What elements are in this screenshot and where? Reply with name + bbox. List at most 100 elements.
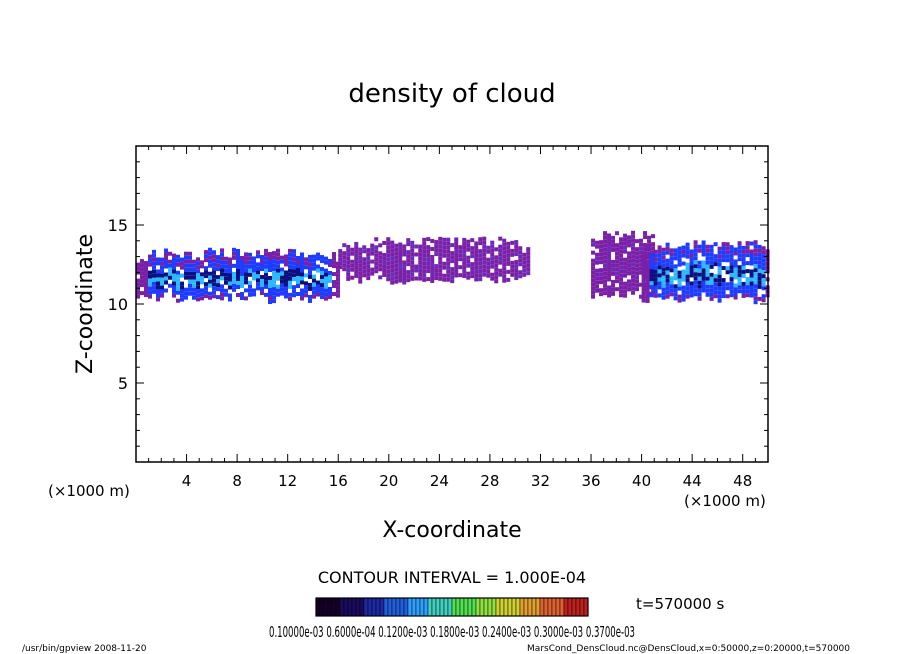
- cloud-region: [641, 240, 770, 305]
- cloud-region: [136, 247, 340, 304]
- colorbar-swatch: [423, 597, 429, 617]
- x-tick-label: 48: [733, 472, 752, 490]
- colorbar-swatch: [535, 597, 541, 617]
- colorbar-swatch: [443, 597, 449, 617]
- colorbar-swatch: [503, 597, 509, 617]
- x-unit-left: (×1000 m): [48, 482, 130, 500]
- colorbar-swatch: [339, 597, 345, 617]
- colorbar-swatch: [427, 597, 433, 617]
- colorbar-swatch: [407, 597, 413, 617]
- colorbar-swatch: [431, 597, 437, 617]
- colorbar-swatch: [391, 597, 397, 617]
- colorbar-swatch: [507, 597, 513, 617]
- colorbar-swatch: [327, 597, 333, 617]
- y-axis: 5 10 15: [108, 161, 768, 447]
- colorbar-swatch: [371, 597, 377, 617]
- plot-frame: [135, 145, 769, 463]
- footer-left: /usr/bin/gpview 2008-11-20: [22, 644, 147, 654]
- x-tick-label: 32: [531, 472, 550, 490]
- x-unit-right: (×1000 m): [684, 492, 766, 510]
- colorbar-swatch: [419, 597, 425, 617]
- colorbar-swatch: [567, 597, 573, 617]
- colorbar-swatch: [383, 597, 389, 617]
- y-tick-label: 5: [118, 374, 128, 393]
- colorbar-swatch: [319, 597, 325, 617]
- cloud-region: [591, 230, 656, 299]
- colorbar-swatch: [395, 597, 401, 617]
- time-label: t=570000 s: [636, 595, 724, 613]
- colorbar-swatch: [543, 597, 549, 617]
- colorbar-swatch: [323, 597, 329, 617]
- colorbar-swatch: [343, 597, 349, 617]
- colorbar-swatch: [479, 597, 485, 617]
- colorbar-swatch: [335, 597, 341, 617]
- colorbar-swatch: [459, 597, 465, 617]
- colorbar-swatch: [539, 597, 545, 617]
- colorbar-swatch: [447, 597, 453, 617]
- x-tick-label: 28: [480, 472, 499, 490]
- x-tick-label: 16: [329, 472, 348, 490]
- colorbar-swatch: [563, 597, 569, 617]
- colorbar-swatch: [367, 597, 373, 617]
- colorbar-swatch: [463, 597, 469, 617]
- x-tick-label: 36: [581, 472, 600, 490]
- colorbar-swatch: [551, 597, 557, 617]
- colorbar-swatch: [379, 597, 385, 617]
- contour-interval: CONTOUR INTERVAL = 1.000E-04: [318, 568, 586, 587]
- footer-right: MarsCond_DensCloud.nc@DensCloud,x=0:5000…: [527, 644, 850, 654]
- x-axis: 4 8 12 16 20 24 28 32 36 40 44 48: [148, 146, 756, 490]
- colorbar-swatch: [439, 597, 445, 617]
- colorbar-swatch: [527, 597, 533, 617]
- colorbar-frame: [315, 597, 589, 617]
- x-tick-label: 8: [232, 472, 242, 490]
- colorbar-swatch: [475, 597, 481, 617]
- colorbar-swatch: [399, 597, 405, 617]
- colorbar-swatch: [495, 597, 501, 617]
- y-tick-label: 15: [108, 216, 128, 235]
- colorbar-swatch: [375, 597, 381, 617]
- x-tick-label: 40: [632, 472, 651, 490]
- colorbar-swatch: [559, 597, 565, 617]
- x-tick-label: 44: [683, 472, 702, 490]
- x-tick-label: 12: [278, 472, 297, 490]
- colorbar-swatch: [435, 597, 441, 617]
- x-axis-label: X-coordinate: [382, 518, 521, 543]
- colorbar-swatch: [363, 597, 369, 617]
- colorbar-swatch: [355, 597, 361, 617]
- colorbar-labels: 0.10000e-03 0.6000e-04 0.1200e-03 0.1800…: [269, 623, 635, 641]
- colorbar-swatch: [415, 597, 421, 617]
- colorbar-swatch: [331, 597, 337, 617]
- y-axis-label: Z-coordinate: [73, 234, 98, 374]
- colorbar-swatch: [359, 597, 365, 617]
- colorbar-swatch: [351, 597, 357, 617]
- colorbar-swatch: [483, 597, 489, 617]
- colorbar-swatch: [467, 597, 473, 617]
- colorbar-swatch: [403, 597, 409, 617]
- x-tick-label: 4: [182, 472, 192, 490]
- x-tick-label: 24: [430, 472, 449, 490]
- colorbar-swatch: [555, 597, 561, 617]
- colorbar-swatch: [515, 597, 521, 617]
- cloud-layer: [136, 230, 770, 305]
- colorbar-swatch: [523, 597, 529, 617]
- colorbar-swatch: [487, 597, 493, 617]
- colorbar: [315, 597, 589, 617]
- colorbar-swatch: [491, 597, 497, 617]
- cloud-region: [338, 236, 531, 285]
- colorbar-swatch: [347, 597, 353, 617]
- colorbar-swatch: [579, 597, 585, 617]
- colorbar-swatch: [531, 597, 537, 617]
- colorbar-swatch: [499, 597, 505, 617]
- colorbar-swatch: [451, 597, 457, 617]
- colorbar-swatch: [411, 597, 417, 617]
- chart-title: density of cloud: [348, 79, 555, 109]
- colorbar-swatch: [547, 597, 553, 617]
- colorbar-swatch: [387, 597, 393, 617]
- x-tick-label: 20: [379, 472, 398, 490]
- y-tick-label: 10: [108, 295, 128, 314]
- colorbar-swatch: [471, 597, 477, 617]
- colorbar-swatch: [455, 597, 461, 617]
- colorbar-swatch: [571, 597, 577, 617]
